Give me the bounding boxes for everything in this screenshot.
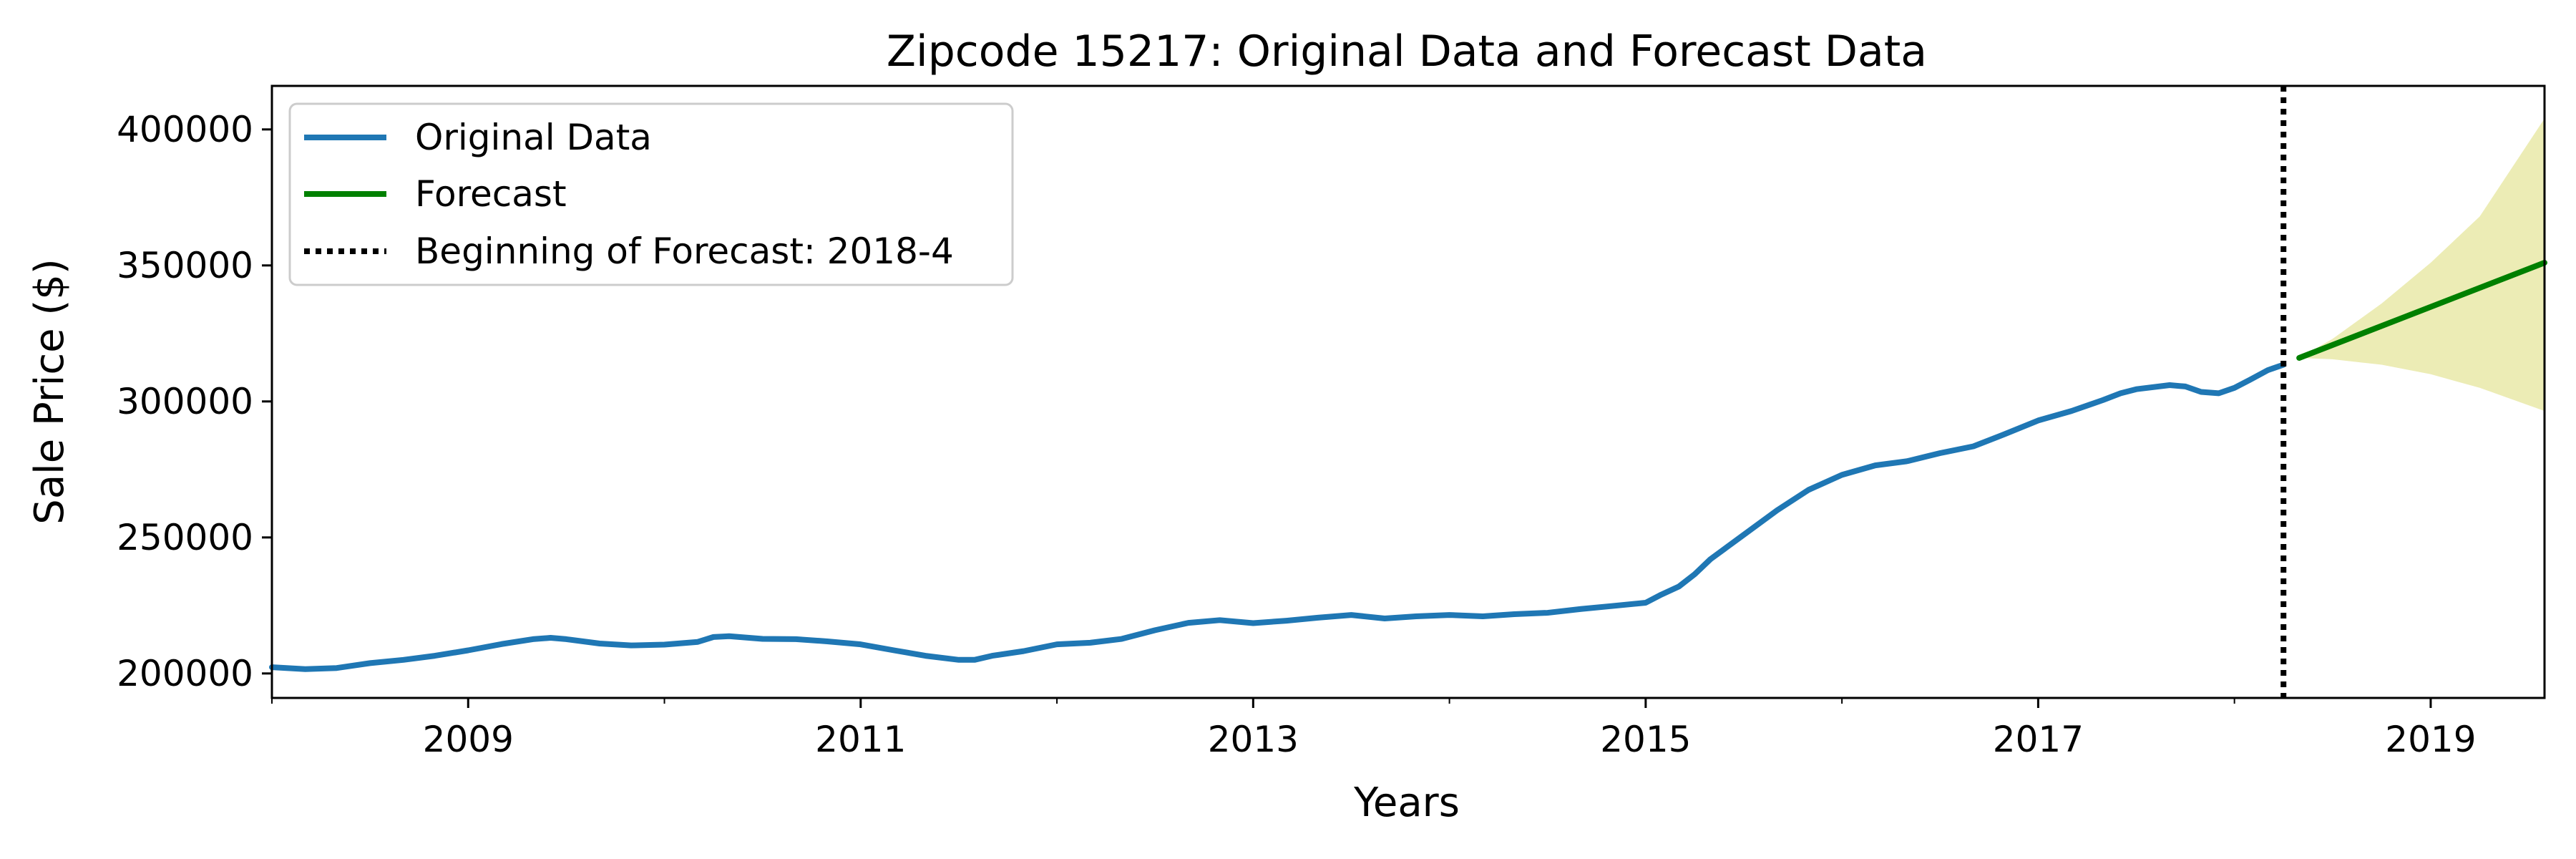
x-tick-label: 2015	[1600, 719, 1691, 760]
x-tick-label: 2013	[1208, 719, 1299, 760]
x-axis-label: Years	[1353, 780, 1460, 826]
x-axis: 2009 2011 2013 2015 2017 2019	[271, 698, 2477, 760]
y-tick-label: 200000	[117, 653, 253, 694]
legend-label-forecast-start: Beginning of Forecast: 2018-4	[415, 230, 954, 272]
x-tick-label: 2011	[815, 719, 906, 760]
forecast-line	[2296, 260, 2547, 361]
y-axis: 200000 250000 300000 350000 400000	[117, 109, 272, 694]
confidence-band	[2299, 118, 2545, 412]
y-tick-label: 350000	[117, 245, 253, 286]
legend-label-original: Original Data	[415, 117, 652, 158]
y-tick-label: 250000	[117, 517, 253, 558]
confidence-band-layer	[2299, 118, 2545, 412]
legend-label-forecast: Forecast	[415, 173, 567, 215]
plot-area	[269, 84, 2547, 699]
chart-title: Zipcode 15217: Original Data and Forecas…	[887, 26, 1927, 77]
y-tick-label: 300000	[117, 381, 253, 422]
plot-frame	[270, 84, 2546, 699]
series-layer	[269, 260, 2547, 672]
y-tick-label: 400000	[117, 109, 253, 150]
legend-box	[288, 102, 1014, 286]
x-tick-label: 2009	[423, 719, 514, 760]
original-data-line	[269, 361, 2287, 672]
y-axis-label: Sale Price ($)	[26, 258, 73, 524]
x-tick-label: 2019	[2385, 719, 2476, 760]
legend: Original Data Forecast Beginning of Fore…	[288, 102, 1014, 286]
x-tick-label: 2017	[1993, 719, 2084, 760]
